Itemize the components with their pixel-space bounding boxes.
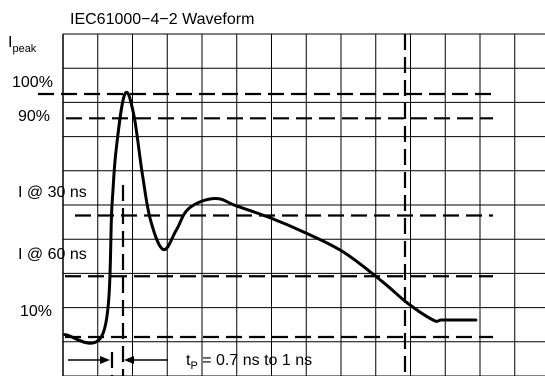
annotation-text: = 0.7 ns to 1 ns xyxy=(198,352,312,369)
label-i-at-30ns: I @ 30 ns xyxy=(18,184,87,201)
label-100-percent: 100% xyxy=(12,74,53,91)
label-i-at-60ns: I @ 60 ns xyxy=(18,246,87,263)
svg-text:tP = 0.7 ns to 1 ns: tP = 0.7 ns to 1 ns xyxy=(186,352,312,372)
waveform-series xyxy=(65,92,476,343)
waveform-line-0 xyxy=(65,92,476,343)
svg-text:Ipeak: Ipeak xyxy=(8,34,37,55)
y-axis-label-sub: peak xyxy=(12,43,36,55)
chart-grid xyxy=(63,34,545,376)
annotation-sub: P xyxy=(190,360,197,372)
chart-title: IEC61000−4−2 Waveform xyxy=(70,11,254,28)
rise-time-annotation: tP = 0.7 ns to 1 ns xyxy=(68,352,312,372)
label-90-percent: 90% xyxy=(18,108,50,125)
y-axis-label: Ipeak xyxy=(8,34,37,55)
label-10-percent: 10% xyxy=(20,303,52,320)
